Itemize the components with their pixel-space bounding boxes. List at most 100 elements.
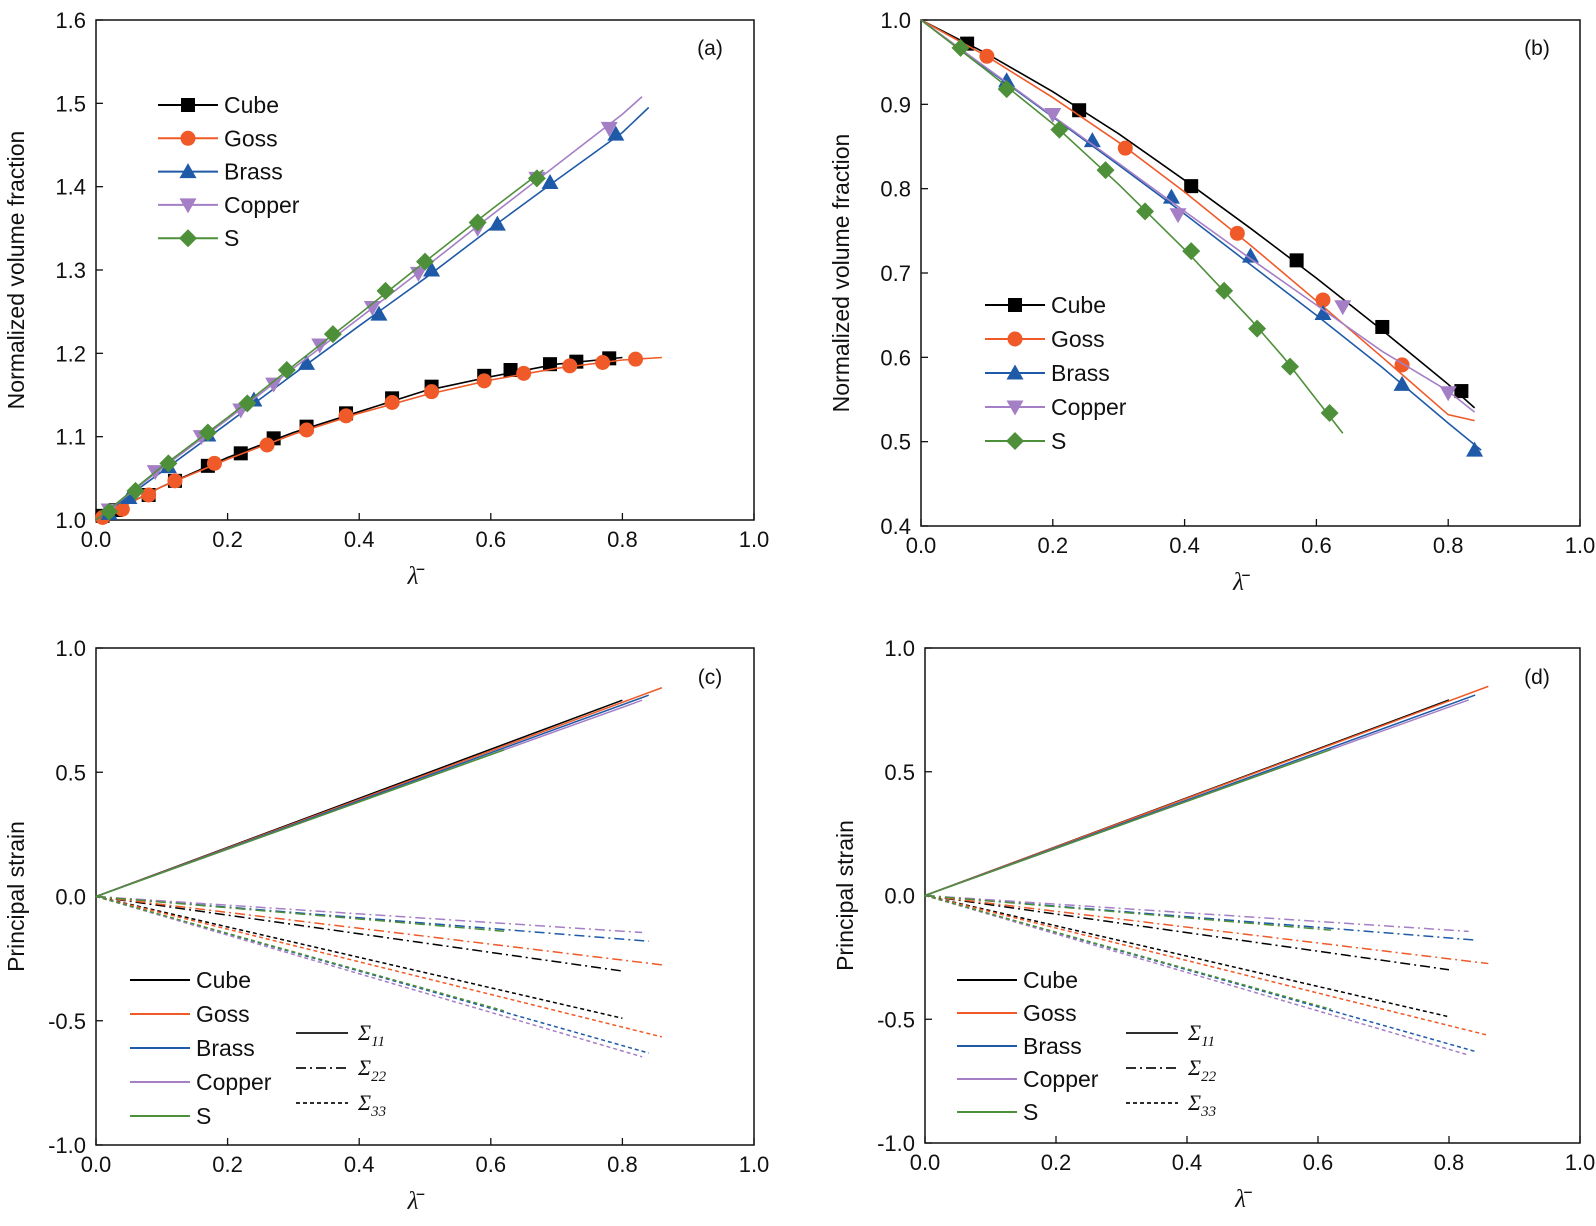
y-tick-label: 1.0	[880, 8, 911, 33]
data-point-goss	[299, 422, 315, 438]
y-tick-label: 1.5	[55, 91, 86, 116]
data-series	[95, 96, 662, 525]
legend-label-copper: Copper	[1023, 1066, 1099, 1092]
data-point-copper	[600, 121, 618, 137]
data-point-s	[323, 325, 342, 344]
strain-line-s-s22	[924, 894, 1332, 931]
y-tick-label: 1.0	[884, 636, 915, 661]
legend-label-cube: Cube	[1023, 967, 1078, 993]
data-series	[924, 685, 1489, 1056]
legend-label-goss: Goss	[224, 125, 278, 151]
x-axis-title: λ̄	[407, 1188, 426, 1215]
y-axis-title: Principal strain	[3, 821, 29, 972]
strain-line-s-s22	[95, 895, 505, 933]
series-line-copper	[920, 19, 1476, 413]
strain-line-brass-s22	[924, 894, 1476, 941]
legend: Cube Goss Brass Copper S	[130, 967, 272, 1129]
strain-line-cube-s22	[95, 895, 623, 972]
data-point-goss	[384, 395, 400, 410]
data-point-copper	[1169, 208, 1187, 224]
data-point-brass	[1393, 375, 1411, 391]
x-axis-title: λ̄	[407, 563, 426, 590]
data-point-s	[1136, 202, 1155, 221]
legend-marker	[1007, 331, 1023, 347]
legend-label-brass: Brass	[1023, 1033, 1082, 1059]
strain-line-s-s11	[95, 749, 505, 898]
strain-line-s-s33	[95, 895, 505, 1012]
data-point-brass	[298, 354, 316, 370]
data-point-s	[951, 38, 970, 57]
series-line-goss	[920, 19, 1475, 422]
component-label-33: Σ33	[1187, 1090, 1216, 1120]
data-point-brass	[370, 305, 388, 321]
y-tick-label: -0.5	[877, 1007, 915, 1032]
strain-line-goss-s22	[95, 895, 662, 966]
x-tick-label: 0.8	[1433, 533, 1464, 558]
strain-line-s-s11	[924, 748, 1332, 897]
y-tick-label: 1.0	[55, 636, 86, 661]
data-point-s	[277, 361, 296, 379]
legend-label-goss: Goss	[1051, 326, 1105, 352]
component-label-11: Σ11	[1187, 1020, 1215, 1050]
legend-marker	[181, 98, 195, 112]
strain-line-copper-s33	[924, 894, 1469, 1056]
x-tick-label: 1.0	[739, 1152, 770, 1177]
data-point-goss	[1117, 140, 1133, 156]
data-point-copper	[265, 377, 283, 393]
x-tick-label: 1.0	[1565, 533, 1596, 558]
y-tick-label: 0.5	[55, 760, 86, 785]
legend-marker	[1008, 298, 1022, 312]
component-label-22: Σ22	[1187, 1055, 1217, 1085]
data-point-s	[1215, 281, 1234, 300]
data-point-goss	[424, 384, 440, 400]
chart-panel-c: 0.0 0.2 0.4 0.6 0.8 1.0 -1.0 -0.5 0.0 0.5 1.0 λ̄ Pri…	[3, 636, 769, 1215]
legend-label-s: S	[196, 1103, 211, 1129]
legend: Cube Goss Brass Copper S	[158, 92, 300, 251]
legend-marker	[180, 130, 196, 146]
data-point-s	[198, 423, 217, 442]
x-tick-label: 0.0	[81, 527, 112, 552]
data-point-s	[997, 80, 1016, 99]
strain-line-goss-s22	[924, 894, 1489, 965]
plot-frame	[95, 647, 755, 1146]
panel-label: (c)	[698, 666, 723, 689]
legend-marker	[179, 163, 197, 179]
y-tick-label: -0.5	[48, 1009, 86, 1034]
x-axis-title: λ̄	[1232, 569, 1251, 596]
series-line-cube	[95, 356, 623, 521]
data-point-s	[1182, 242, 1201, 261]
strain-line-brass-s22	[95, 895, 649, 942]
data-point-s	[468, 213, 487, 232]
data-point-cube	[233, 446, 248, 461]
legend-marker	[1006, 432, 1024, 450]
data-point-goss	[338, 408, 354, 424]
component-label-33: Σ33	[357, 1090, 386, 1120]
series-line-cube	[920, 19, 1476, 409]
y-axis-title: Normalized volume fraction	[3, 131, 29, 410]
x-tick-label: 1.0	[1565, 1150, 1596, 1175]
data-point-cube	[543, 357, 558, 372]
y-axis-title: Principal strain	[832, 820, 858, 971]
x-tick-label: 0.2	[1041, 1150, 1072, 1175]
data-point-goss	[476, 373, 492, 389]
x-tick-label: 0.4	[344, 527, 375, 552]
legend-label-s: S	[224, 225, 239, 251]
x-axis-title: λ̄	[1234, 1186, 1253, 1213]
data-point-brass	[1314, 304, 1332, 320]
data-point-goss	[1229, 225, 1245, 241]
legend-label-copper: Copper	[1051, 394, 1127, 420]
data-point-goss	[206, 455, 222, 471]
legend: Cube Goss Brass Copper S	[985, 292, 1127, 454]
y-axis-title: Normalized volume fraction	[828, 134, 854, 413]
data-point-goss	[141, 487, 157, 503]
y-tick-label: 0.5	[880, 430, 911, 455]
x-tick-label: 1.0	[739, 527, 770, 552]
data-point-cube	[1375, 319, 1390, 334]
series-line-s	[920, 19, 1344, 434]
x-tick-label: 0.8	[1434, 1150, 1465, 1175]
strain-line-goss-s33	[95, 895, 663, 1038]
x-tick-label: 0.8	[607, 527, 638, 552]
y-tick-label: 0.0	[55, 885, 86, 910]
data-point-cube	[1454, 384, 1469, 399]
data-point-goss	[516, 365, 532, 381]
